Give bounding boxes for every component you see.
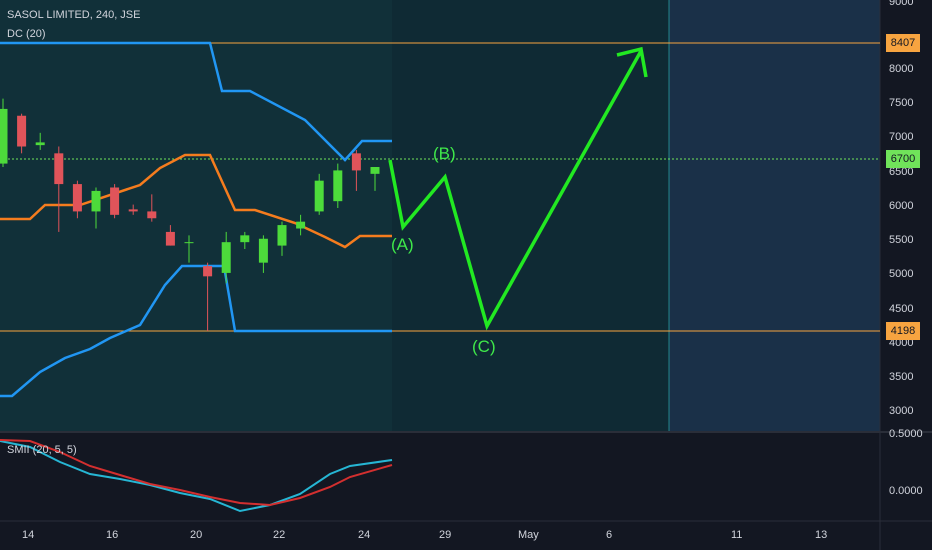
- candle-up[interactable]: [370, 167, 380, 174]
- indicator-title[interactable]: DC (20): [7, 28, 46, 40]
- price-axis-label: 8000: [889, 63, 914, 75]
- price-axis-label: 4500: [889, 303, 914, 315]
- smi-axis-label: 0.0000: [889, 485, 923, 497]
- candle-up[interactable]: [35, 142, 45, 146]
- candle-up[interactable]: [0, 108, 8, 164]
- smi-axis-label: 0.5000: [889, 428, 923, 440]
- candle-up[interactable]: [184, 242, 194, 244]
- time-axis-label: 11: [731, 529, 743, 541]
- candle-down[interactable]: [54, 153, 64, 185]
- candle-up[interactable]: [258, 238, 268, 263]
- elliott-projection-path[interactable]: [388, 50, 643, 331]
- chart-future-panel: [669, 0, 880, 431]
- support-price-tag[interactable]: 4198: [886, 322, 920, 340]
- wave-label-a: (A): [391, 235, 414, 254]
- candle-up[interactable]: [221, 242, 231, 273]
- candle-up[interactable]: [296, 221, 306, 229]
- projection-arrowhead: [616, 46, 648, 78]
- time-axis-label: 13: [815, 529, 828, 541]
- time-axis-label: 20: [190, 529, 203, 541]
- time-axis-label: 29: [439, 529, 452, 541]
- donchian-upper-band: [0, 41, 392, 162]
- price-axis-label: 7000: [889, 131, 914, 143]
- price-axis-label: 5000: [889, 268, 914, 280]
- donchian-middle-band: [0, 153, 392, 249]
- candle-down[interactable]: [128, 209, 138, 212]
- candle-up[interactable]: [91, 190, 101, 212]
- time-axis-label: 14: [22, 529, 35, 541]
- candle-down[interactable]: [203, 266, 213, 277]
- candle-down[interactable]: [72, 184, 82, 212]
- price-axis-label: 3500: [889, 371, 914, 383]
- smi-pane: [0, 433, 880, 521]
- chart-projection-panel: [392, 0, 669, 431]
- candle-up[interactable]: [314, 180, 324, 212]
- candle-down[interactable]: [147, 211, 157, 219]
- smi-indicator-title[interactable]: SMII (20, 5, 5): [7, 444, 77, 456]
- wave-label-b: (B): [433, 144, 456, 163]
- wave-label-c: (C): [472, 337, 496, 356]
- price-axis-label: 7500: [889, 97, 914, 109]
- price-axis-label: 9000: [889, 0, 914, 8]
- price-axis-label: 5500: [889, 234, 914, 246]
- time-axis-label: 24: [358, 529, 371, 541]
- candlestick-series: [0, 98, 380, 331]
- smi-signal-line: [0, 439, 393, 507]
- time-axis-label: 22: [273, 529, 286, 541]
- candle-down[interactable]: [110, 187, 120, 215]
- smi-line: [0, 440, 393, 513]
- time-axis-label: 6: [606, 529, 613, 541]
- price-axis-label: 6000: [889, 200, 914, 212]
- price-axis-label: 4000: [889, 337, 914, 349]
- price-axis-label: 6500: [889, 166, 914, 178]
- symbol-title[interactable]: SASOL LIMITED, 240, JSE: [7, 9, 141, 21]
- current-price-tag[interactable]: 6700: [886, 150, 920, 168]
- price-axis-label: 3000: [889, 405, 914, 417]
- time-axis-label: 16: [106, 529, 119, 541]
- resistance-price-tag[interactable]: 8407: [886, 34, 920, 52]
- candle-down[interactable]: [17, 115, 27, 147]
- candle-down[interactable]: [351, 153, 361, 171]
- candle-up[interactable]: [277, 225, 287, 246]
- candle-up[interactable]: [240, 235, 250, 243]
- candle-up[interactable]: [333, 170, 343, 202]
- candle-down[interactable]: [165, 231, 175, 246]
- time-axis-label: May: [518, 529, 539, 541]
